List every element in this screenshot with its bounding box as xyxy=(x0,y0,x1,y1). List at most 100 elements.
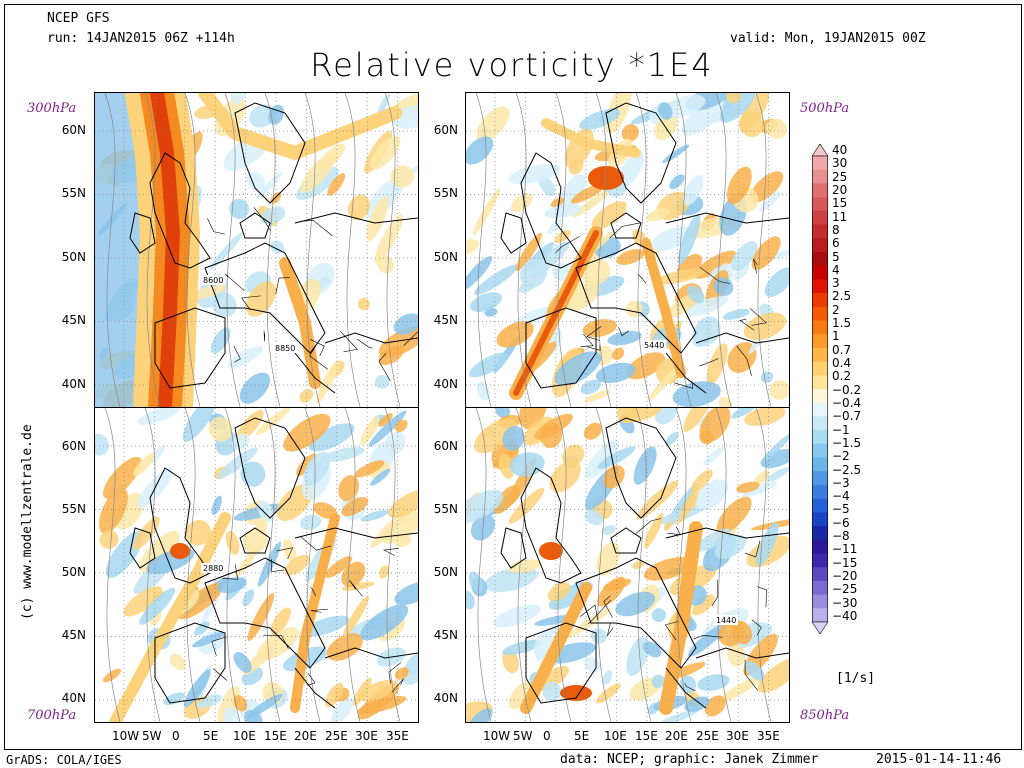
colorbar-tick-label: −15 xyxy=(832,555,858,570)
lat-label: 55N xyxy=(433,502,458,516)
colorbar-tick-label: −8 xyxy=(832,529,850,544)
country-border xyxy=(699,267,731,284)
country-border xyxy=(356,338,373,349)
colorbar-swatch xyxy=(812,197,828,212)
height-contour xyxy=(104,408,121,722)
coastline xyxy=(665,527,789,539)
lon-label: 5E xyxy=(203,729,219,743)
colorbar-tick-label: 30 xyxy=(832,156,848,171)
country-border xyxy=(751,619,762,636)
coastline xyxy=(610,212,642,239)
lon-label: 0 xyxy=(172,729,180,743)
data-credit: data: NCEP; graphic: Janek Zimmer xyxy=(560,752,819,767)
colorbar-swatch xyxy=(812,539,828,554)
coastline xyxy=(500,212,527,254)
lon-label: 5E xyxy=(574,729,590,743)
lat-label: 45N xyxy=(61,313,86,327)
country-border xyxy=(225,273,245,292)
colorbar-swatch xyxy=(812,347,828,363)
coastline xyxy=(294,667,336,709)
height-contour xyxy=(595,93,612,407)
lat-label: 55N xyxy=(61,502,86,516)
colorbar-tick-label: 0.4 xyxy=(832,356,852,371)
height-contour xyxy=(635,93,652,407)
colorbar-tick-label: −3 xyxy=(832,475,850,490)
colorbar-tick-label: 40 xyxy=(832,143,848,157)
coastline xyxy=(665,212,789,224)
coastline xyxy=(154,622,226,704)
country-border xyxy=(276,547,294,559)
lon-label: 25E xyxy=(696,729,719,743)
country-border xyxy=(635,518,662,534)
country-border xyxy=(609,222,641,239)
coastline xyxy=(234,102,306,204)
colorbar-swatch xyxy=(812,156,828,171)
colorbar-swatch xyxy=(812,251,828,267)
height-contour xyxy=(675,408,692,722)
height-contour xyxy=(304,408,321,722)
colorbar-tick-label: −11 xyxy=(832,542,858,557)
colorbar-tick-label: 0.2 xyxy=(832,369,852,384)
country-border xyxy=(263,634,289,649)
lat-label: 50N xyxy=(61,250,86,264)
country-border xyxy=(580,333,594,347)
lon-label: 10W xyxy=(483,729,511,743)
coastline xyxy=(324,647,418,659)
colorbar-tick-label: 25 xyxy=(832,169,848,184)
colorbar-tick-label: 0.7 xyxy=(832,342,852,357)
country-border xyxy=(213,668,228,681)
colorbar-tick-label: −0.4 xyxy=(832,395,862,410)
colorbar-swatch xyxy=(812,293,828,308)
level-label-500: 500hPa xyxy=(800,101,850,116)
country-border xyxy=(664,621,679,641)
contour-value-label: 8600 xyxy=(203,276,223,285)
colorbar-swatch xyxy=(812,594,828,609)
coastline xyxy=(520,152,582,269)
country-border xyxy=(749,308,767,326)
country-border xyxy=(222,564,238,580)
model-name: NCEP GFS xyxy=(47,11,110,26)
country-border xyxy=(263,330,266,342)
lon-label: 0 xyxy=(543,729,551,743)
colorbar-tick-label: 8 xyxy=(832,222,840,237)
colorbar-swatch xyxy=(812,265,828,280)
country-border xyxy=(309,339,325,357)
height-contour xyxy=(144,93,161,407)
lon-label: 5W xyxy=(513,729,533,743)
lon-label: 30E xyxy=(726,729,749,743)
contour-value-label: 5440 xyxy=(644,341,664,350)
lat-label: 40N xyxy=(433,377,458,391)
colorbar-tick-label: 2.5 xyxy=(832,289,852,304)
colorbar-swatch xyxy=(812,306,828,321)
country-border xyxy=(637,274,647,284)
coastline xyxy=(234,417,306,519)
contour-value-label: 8850 xyxy=(275,344,295,353)
vorticity-field: 2880 xyxy=(95,408,418,722)
height-contour xyxy=(264,93,281,407)
country-border xyxy=(388,662,402,684)
country-border xyxy=(339,330,358,353)
colorbar-tick-label: 1.5 xyxy=(832,316,852,331)
colorbar-tick-label: −30 xyxy=(832,595,858,610)
country-border xyxy=(736,345,752,376)
coastline xyxy=(605,102,677,204)
map-panel-850hpa: 1440 xyxy=(465,407,790,723)
colorbar-tick-label: −0.7 xyxy=(832,409,862,424)
coastline xyxy=(610,527,642,554)
colorbar-swatch xyxy=(812,334,828,349)
country-border xyxy=(300,536,332,551)
colorbar-swatch xyxy=(812,580,828,596)
vorticity-field: 1440 xyxy=(466,408,789,722)
colorbar-tick-label: −2 xyxy=(832,449,850,464)
lon-label: 15E xyxy=(635,729,658,743)
colorbar-arrow-bottom xyxy=(812,621,828,634)
country-border xyxy=(309,343,328,370)
country-border xyxy=(757,586,767,608)
colorbar-swatch xyxy=(812,238,828,253)
coastline xyxy=(575,557,697,669)
country-border xyxy=(586,326,602,341)
vorticity-band xyxy=(641,238,686,378)
colorbar-tick-label: −5 xyxy=(832,502,850,517)
country-border xyxy=(588,599,611,625)
map-panel-500hpa: 5440 xyxy=(465,92,790,408)
